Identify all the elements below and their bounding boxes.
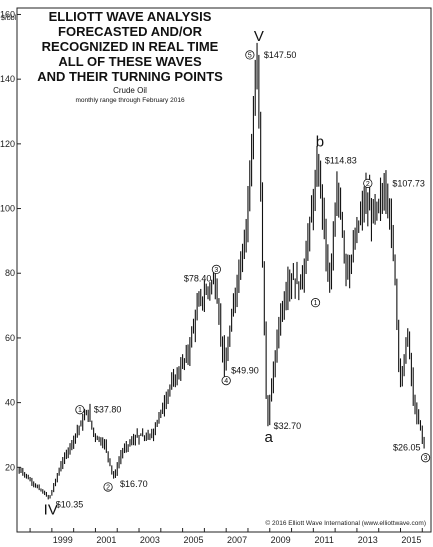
title-line-1: ELLIOTT WAVE ANALYSIS: [49, 9, 212, 24]
price-bars: [18, 42, 425, 500]
x-tick-label: 2005: [183, 535, 203, 545]
wave-number-label: 2: [106, 484, 110, 491]
wave-number-circle: [420, 453, 431, 463]
price-label: $26.05: [393, 443, 421, 453]
wave-number-circle: [245, 50, 255, 60]
y-tick-label: 80: [5, 268, 15, 278]
price-label: $10.35: [56, 500, 84, 510]
wave-number-label: 4: [224, 378, 228, 385]
price-label: $49.90: [231, 366, 259, 376]
y-tick-label: 140: [0, 74, 15, 84]
wave-number-label: 3: [214, 267, 218, 274]
wave-letter-label: b: [316, 134, 324, 151]
copyright-notice: © 2016 Elliott Wave International (www.e…: [265, 519, 426, 527]
price-label: $114.83: [325, 156, 357, 166]
title-line-3: RECOGNIZED IN REAL TIME: [42, 39, 219, 54]
wave-number-circle: [221, 375, 231, 386]
price-label: $37.80: [94, 405, 122, 415]
chart-subtitle: Crude Oil: [113, 86, 147, 95]
chart-note: monthly range through February 2016: [75, 97, 185, 104]
wave-number-label: 5: [248, 52, 252, 59]
y-tick-label: 100: [0, 204, 15, 214]
y-axis-unit-label: $/bbl.: [1, 15, 18, 22]
wave-number-marker: 4: [221, 375, 231, 386]
wave-number-label: 1: [314, 300, 318, 307]
x-tick-label: 1999: [53, 535, 73, 545]
price-label: $16.70: [120, 479, 148, 489]
y-tick-label: 120: [0, 139, 15, 149]
x-tick-label: 2011: [315, 535, 334, 545]
wave-number-marker: 3: [211, 264, 221, 275]
x-axis: 1999 2001 2003 2005 2007 2009 2011 2013 2015: [29, 528, 423, 545]
wave-number-circle: [103, 482, 113, 492]
y-tick-label: 40: [5, 398, 15, 408]
price-label: $32.70: [274, 421, 302, 431]
x-tick-label: 2013: [358, 535, 378, 545]
wave-number-marker: 3: [420, 453, 431, 463]
wave-number-marker: 5: [245, 50, 255, 60]
y-tick-label: 160: [0, 9, 15, 19]
wave-number-marker: 2: [363, 178, 373, 188]
wave-number-label: 2: [366, 181, 370, 188]
title-block: ELLIOTT WAVE ANALYSIS FORECASTED AND/OR …: [37, 9, 223, 104]
x-tick-label: 2001: [96, 535, 116, 545]
title-line-5: AND THEIR TURNING POINTS: [37, 69, 223, 84]
plot-frame: [16, 7, 432, 533]
wave-number-label: 1: [78, 407, 82, 414]
wave-number-marker: 1: [310, 298, 321, 308]
x-tick-label: 2007: [227, 535, 247, 545]
wave-number-circle: [75, 405, 85, 415]
wave-letter-label: V: [254, 28, 264, 45]
price-label: $107.73: [392, 179, 425, 189]
x-tick-label: 2003: [140, 535, 160, 545]
wave-number-marker: 2: [103, 482, 113, 492]
x-tick-label: 2009: [271, 535, 291, 545]
wave-number-circle: [211, 264, 221, 275]
price-label: $147.50: [264, 50, 297, 60]
price-label: $78.40: [184, 273, 212, 283]
wave-letter-label: IV: [44, 502, 58, 519]
y-tick-label: 20: [5, 462, 15, 472]
wave-number-circle: [310, 298, 321, 308]
wave-number-circle: [363, 178, 373, 188]
wave-number-marker: 1: [75, 405, 85, 415]
wave-letter-label: a: [264, 429, 273, 446]
x-tick-label: 2015: [401, 535, 421, 545]
title-line-4: ALL OF THESE WAVES: [58, 54, 202, 69]
y-axis: 20 40 60 80 100 120 140 160: [0, 9, 21, 472]
y-tick-label: 60: [5, 333, 15, 343]
title-line-2: FORECASTED AND/OR: [58, 24, 203, 39]
wave-number-label: 3: [424, 455, 428, 462]
